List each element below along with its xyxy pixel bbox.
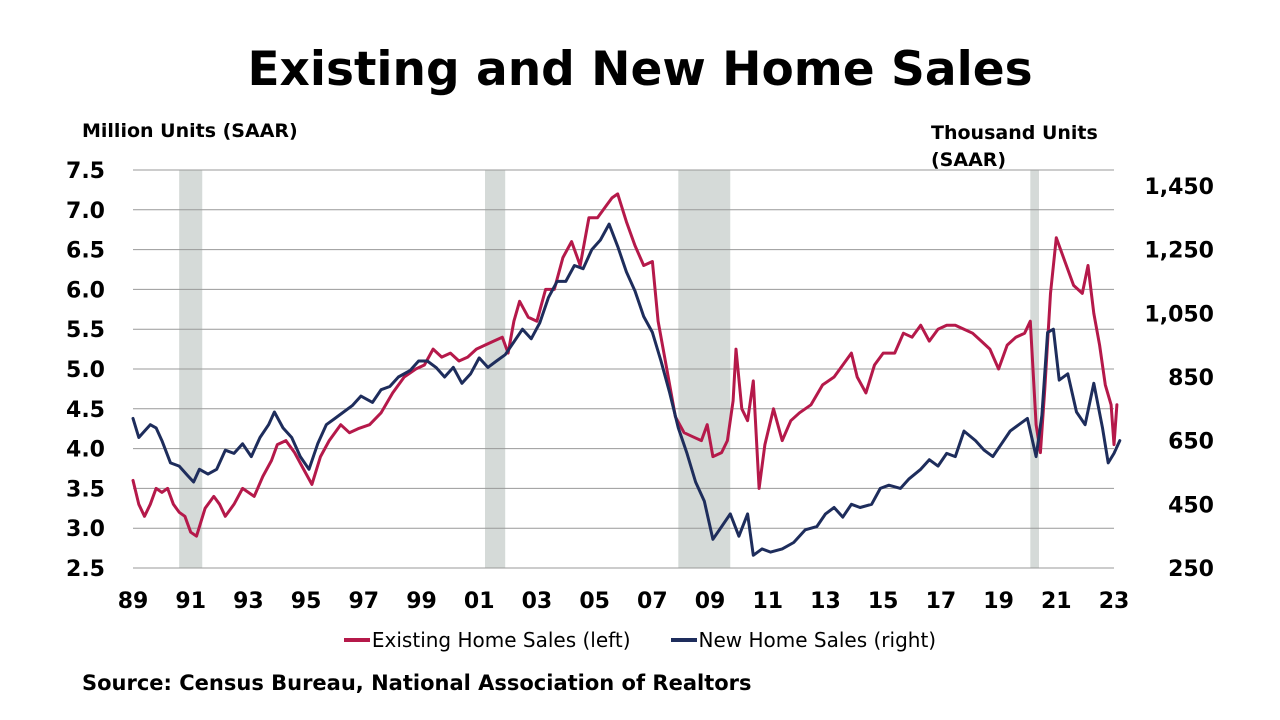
x-tick-label: 89 [118, 589, 149, 614]
series-line-existing [131, 192, 1119, 538]
x-tick-label: 19 [983, 589, 1014, 614]
right-tick-label: 450 [1168, 493, 1214, 518]
x-tick-label: 05 [579, 589, 610, 614]
left-tick-label: 5.5 [66, 318, 105, 343]
x-tick-label: 99 [406, 589, 437, 614]
x-tick-label: 15 [868, 589, 899, 614]
right-axis-label: Thousand Units (SAAR) [931, 120, 1131, 174]
x-tick-label: 17 [926, 589, 957, 614]
left-tick-label: 4.0 [66, 438, 105, 463]
right-tick-label: 1,450 [1144, 175, 1214, 200]
x-tick-label: 91 [175, 589, 206, 614]
left-axis-label: Million Units (SAAR) [82, 120, 298, 142]
series-line-new [131, 222, 1122, 557]
right-axis-label-line-1: Thousand Units [931, 122, 1098, 144]
x-tick-label: 01 [464, 589, 495, 614]
left-tick-label: 4.5 [66, 398, 105, 423]
x-tick-label: 21 [1041, 589, 1072, 614]
left-tick-label: 3.5 [66, 477, 105, 502]
legend-swatch-new [670, 638, 697, 642]
right-axis-label-line-2: (SAAR) [931, 149, 1007, 171]
left-tick-label: 6.0 [66, 278, 105, 303]
legend-swatch-existing [343, 638, 370, 642]
x-tick-label: 97 [349, 589, 380, 614]
right-tick-label: 850 [1168, 366, 1214, 391]
left-tick-label: 5.0 [66, 358, 105, 383]
right-tick-label: 1,250 [1144, 239, 1214, 264]
right-tick-label: 650 [1168, 430, 1214, 455]
x-tick-label: 03 [522, 589, 553, 614]
x-tick-label: 09 [695, 589, 726, 614]
left-tick-label: 7.0 [66, 199, 105, 224]
x-tick-label: 23 [1099, 589, 1130, 614]
x-tick-label: 95 [291, 589, 322, 614]
chart-title: Existing and New Home Sales [247, 42, 1033, 97]
left-tick-label: 6.5 [66, 239, 105, 264]
legend-item-existing: Existing Home Sales (left) [343, 628, 631, 652]
left-tick-label: 3.0 [66, 517, 105, 542]
legend-label-new: New Home Sales (right) [698, 628, 937, 652]
legend-label-existing: Existing Home Sales (left) [371, 628, 631, 652]
left-tick-label: 7.5 [66, 159, 105, 184]
legend: Existing Home Sales (left) New Home Sale… [0, 628, 1280, 652]
left-tick-label: 2.5 [66, 557, 105, 582]
x-tick-label: 11 [752, 589, 783, 614]
x-tick-label: 13 [810, 589, 841, 614]
right-tick-label: 1,050 [1144, 302, 1214, 327]
source-note: Source: Census Bureau, National Associat… [82, 671, 752, 695]
x-tick-label: 07 [637, 589, 668, 614]
x-tick-label: 93 [233, 589, 264, 614]
legend-item-new: New Home Sales (right) [670, 628, 937, 652]
right-tick-label: 250 [1168, 557, 1214, 582]
